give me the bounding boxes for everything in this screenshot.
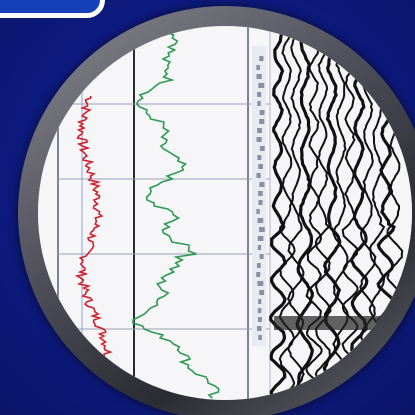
seismic-trace (286, 26, 305, 399)
seismic-trace (305, 26, 323, 399)
seismic-trace (332, 26, 350, 399)
well-log-image (38, 26, 412, 400)
corner-badge (0, 0, 105, 18)
magnifier-lens-view (38, 26, 412, 400)
seismic-trace (349, 26, 369, 399)
red-log-curve (74, 96, 113, 357)
seismic-band (274, 316, 412, 330)
seismic-trace (278, 26, 296, 399)
seismic-trace (359, 26, 377, 399)
seismic-trace (295, 26, 314, 400)
seismic-trace (341, 26, 359, 399)
green-log-curve (132, 26, 220, 399)
seismic-trace (269, 26, 288, 399)
magnifier-lens-ring (18, 6, 415, 415)
depth-grid (58, 103, 270, 330)
vertical-caption-strip (252, 46, 266, 346)
seismic-trace (314, 26, 332, 398)
